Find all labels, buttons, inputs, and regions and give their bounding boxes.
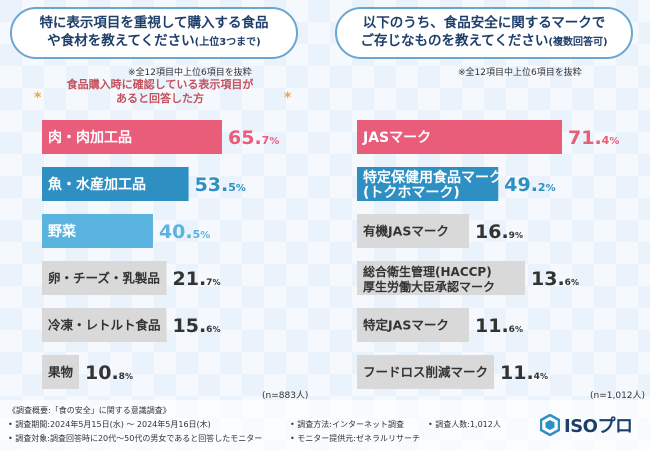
bar-label-0-3: 卵・チーズ・乳製品 bbox=[48, 271, 160, 286]
bar-0-2 bbox=[42, 214, 153, 248]
bar-1-2 bbox=[357, 214, 469, 248]
left-subhead-line2: あると回答した方 bbox=[116, 92, 204, 105]
left-question-suffix: (上位3つまで) bbox=[194, 37, 261, 48]
value-label-1-0: 71.4% bbox=[568, 127, 619, 149]
value-label-0-0: 65.7% bbox=[228, 127, 279, 149]
bar-1-3 bbox=[357, 261, 525, 295]
value-label-1-2: 16.9% bbox=[475, 221, 523, 243]
logo-text: ISOプロ bbox=[564, 416, 633, 437]
bar-charts: 肉・肉加工品 65.7% 魚・水産加工品 53.5% 野菜 40.5% 卵・チーズ・乳製品 2… bbox=[42, 120, 619, 389]
bar-1-4 bbox=[357, 308, 469, 342]
left-question-box: 特に表示項目を重視して購入する食品 や食材を教えてください(上位3つまで) bbox=[10, 7, 298, 59]
left-question-line2: や食材を教えてください bbox=[47, 33, 195, 49]
hexagon-logo-icon bbox=[540, 414, 560, 436]
survey-count: • 調査人数:1,012人 bbox=[428, 420, 501, 429]
left-note: ※全12項目中上位6項目を抜粋 bbox=[128, 68, 252, 78]
bar-label-0-0: 肉・肉加工品 bbox=[48, 129, 132, 146]
survey-target: • 調査対象:調査回答時に20代〜50代の男女であると回答したモニター bbox=[8, 434, 263, 443]
bar-label-0-5: 果物 bbox=[47, 365, 74, 380]
value-label-0-2: 40.5% bbox=[159, 221, 210, 243]
bar-label-1-1: 特定保健用食品マーク(トクホマーク) bbox=[363, 169, 503, 201]
value-label-0-4: 15.6% bbox=[173, 315, 221, 337]
left-subhead: 食品購入時に確認している表示項目が あると回答した方 bbox=[40, 78, 280, 106]
bar-0-5 bbox=[42, 355, 79, 389]
bar-1-5 bbox=[357, 355, 494, 389]
value-label-0-1: 53.5% bbox=[195, 174, 246, 196]
survey-period: • 調査期間:2024年5月15日(水) 〜 2024年5月16日(木) bbox=[8, 420, 211, 429]
survey-method: • 調査方法:インターネット調査 bbox=[290, 420, 404, 429]
left-star-icon: * bbox=[34, 90, 42, 106]
bar-label-1-3: 総合衛生管理(HACCP)厚生労働大臣承認マーク bbox=[363, 264, 495, 294]
survey-provider: • モニター提供元:ゼネラルリサーチ bbox=[290, 434, 420, 443]
right-question-box: 以下のうち、食品安全に関するマークで ご存じなものを教えてください(複数回答可) bbox=[335, 7, 633, 59]
left-n: (n=883人) bbox=[262, 391, 309, 401]
value-label-0-5: 10.8% bbox=[85, 362, 133, 384]
isopro-logo: ISOプロ bbox=[540, 412, 633, 438]
bar-0-3 bbox=[42, 261, 167, 295]
value-label-0-3: 21.7% bbox=[173, 268, 221, 290]
bar-label-1-2: 有機JASマーク bbox=[363, 224, 449, 239]
bar-1-0 bbox=[357, 120, 562, 154]
right-question-suffix: (複数回答可) bbox=[548, 37, 608, 48]
right-question-line1: 以下のうち、食品安全に関するマークで bbox=[362, 15, 606, 31]
right-star-icon: * bbox=[284, 90, 292, 106]
left-subhead-line1: 食品購入時に確認している表示項目が bbox=[66, 78, 254, 91]
bar-label-1-4: 特定JASマーク bbox=[363, 318, 449, 333]
bar-0-1 bbox=[42, 167, 189, 201]
bar-1-1 bbox=[357, 167, 499, 201]
right-question-line2: ご存じなものを教えてください bbox=[360, 33, 549, 49]
survey-title: 《調査概要:「食の安全」に関する意識調査》 bbox=[8, 406, 171, 415]
bar-label-1-0: JASマーク bbox=[362, 130, 431, 146]
value-label-1-1: 49.2% bbox=[504, 174, 555, 196]
bar-label-0-2: 野菜 bbox=[48, 223, 77, 240]
bar-0-0 bbox=[42, 120, 222, 154]
value-label-1-5: 11.4% bbox=[500, 362, 548, 384]
bar-0-4 bbox=[42, 308, 167, 342]
right-note: ※全12項目中上位6項目を抜粋 bbox=[458, 68, 582, 78]
bar-label-1-5: フードロス削減マーク bbox=[363, 365, 488, 380]
right-n: (n=1,012人) bbox=[590, 391, 646, 401]
bar-label-0-4: 冷凍・レトルト食品 bbox=[48, 318, 161, 333]
bar-label-0-1: 魚・水産加工品 bbox=[48, 176, 146, 193]
value-label-1-3: 13.6% bbox=[531, 268, 579, 290]
left-question-line1: 特に表示項目を重視して購入する食品 bbox=[39, 15, 269, 31]
value-label-1-4: 11.6% bbox=[475, 315, 523, 337]
